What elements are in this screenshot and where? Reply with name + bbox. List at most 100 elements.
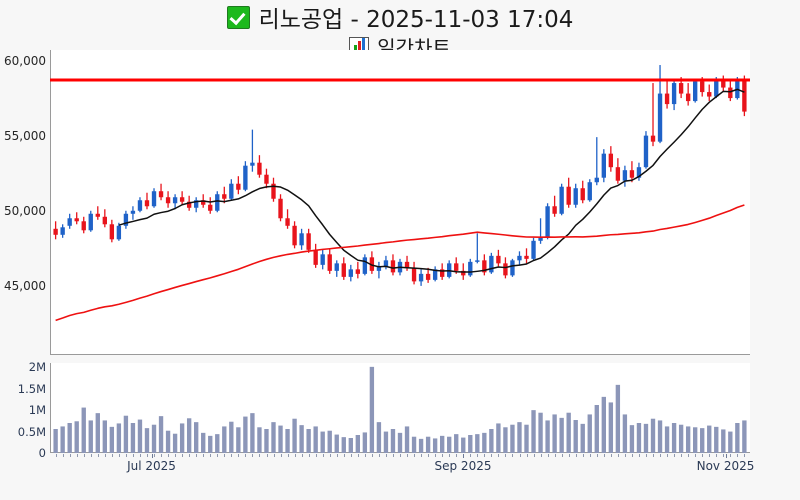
x-axis-minor-tickmark — [533, 454, 535, 457]
x-axis-minor-tickmark — [266, 454, 268, 457]
candlestick — [693, 78, 698, 103]
volume-bar — [299, 425, 304, 453]
volume-bar — [700, 428, 705, 453]
volume-bar — [222, 426, 227, 453]
volume-bar — [348, 438, 353, 453]
x-axis-minor-tickmark — [378, 454, 380, 457]
x-axis-minor-tickmark — [624, 454, 626, 457]
candlestick — [362, 254, 368, 276]
x-axis-minor-tickmark — [343, 454, 345, 457]
candlestick — [608, 146, 614, 172]
candlestick — [517, 251, 522, 265]
candlestick — [728, 80, 733, 102]
volume-bar — [165, 430, 171, 453]
volume-bar — [334, 434, 339, 453]
candlestick — [468, 258, 473, 277]
x-axis-minor-tickmark — [519, 454, 521, 457]
x-tick-label: Nov 2025 — [696, 459, 755, 473]
x-axis-minor-tickmark — [681, 454, 683, 457]
x-axis-minor-tickmark — [744, 454, 746, 457]
candlestick — [144, 192, 150, 210]
candlestick — [369, 251, 375, 274]
x-axis-minor-tickmark — [175, 454, 177, 457]
candlestick — [151, 188, 157, 208]
volume-bar — [306, 429, 311, 453]
x-axis-minor-tickmark — [97, 454, 99, 457]
candlestick — [320, 249, 325, 270]
candlestick — [664, 80, 670, 109]
candlestick — [165, 191, 171, 208]
candlestick — [116, 222, 122, 241]
candlestick — [88, 210, 93, 232]
price-tick-label: 55,000 — [4, 129, 46, 144]
candlestick — [594, 137, 599, 186]
volume-bar — [158, 416, 164, 453]
candlestick — [236, 176, 241, 195]
x-axis-minor-tickmark — [168, 454, 170, 457]
volume-bar — [707, 425, 712, 453]
candlestick — [376, 261, 382, 279]
volume-bar — [629, 425, 635, 453]
x-axis-minor-tickmark — [210, 454, 212, 457]
candlestick — [137, 197, 143, 213]
volume-bar — [53, 429, 58, 453]
candlestick — [707, 84, 712, 102]
candlestick — [390, 254, 396, 276]
x-axis-minor-tickmark — [280, 454, 282, 457]
volume-bar — [693, 427, 698, 453]
x-axis-minor-tickmark — [610, 454, 612, 457]
candlestick — [348, 264, 353, 282]
x-axis-minor-tickmark — [470, 454, 472, 457]
volume-bar — [292, 418, 297, 453]
volume-bar — [559, 417, 564, 453]
candlestick — [355, 261, 361, 279]
volume-bar — [116, 423, 122, 453]
volume-bar — [257, 427, 262, 453]
x-axis-minor-tickmark — [491, 454, 493, 457]
volume-bar — [615, 384, 621, 453]
candlestick — [53, 221, 58, 240]
x-axis-minor-tickmark — [442, 454, 444, 457]
volume-bar — [468, 435, 473, 453]
candlestick — [278, 194, 283, 222]
green-check-icon — [226, 5, 250, 29]
x-axis-minor-tickmark — [477, 454, 479, 457]
x-axis-minor-tickmark — [716, 454, 718, 457]
volume-bar — [524, 424, 529, 453]
volume-bar — [664, 426, 670, 453]
candlestick — [531, 237, 536, 261]
candlestick — [327, 248, 332, 274]
x-axis-minor-tickmark — [421, 454, 423, 457]
volume-bar — [376, 422, 382, 453]
volume-bar — [278, 425, 283, 453]
x-axis-minor-tickmark — [83, 454, 85, 457]
candlestick — [158, 183, 164, 201]
volume-bar — [552, 414, 557, 453]
volume-bar — [313, 426, 318, 453]
x-axis-minor-tickmark — [730, 454, 732, 457]
volume-bar — [742, 420, 747, 453]
volume-bar — [432, 438, 438, 453]
candlestick — [545, 203, 550, 240]
x-axis-minor-tickmark — [695, 454, 697, 457]
x-axis-minor-tickmark — [512, 454, 514, 457]
volume-bar — [489, 429, 494, 453]
volume-bar — [397, 432, 403, 453]
volume-bar — [650, 418, 656, 453]
x-tick-label: Jul 2025 — [127, 459, 176, 473]
volume-bar — [229, 421, 234, 453]
candlestick — [671, 78, 677, 111]
x-axis-minor-tickmark — [631, 454, 633, 457]
candlestick — [271, 177, 276, 202]
volume-bar — [643, 423, 649, 453]
candlestick — [102, 209, 107, 228]
x-axis-minor-tickmark — [322, 454, 324, 457]
candlestick — [622, 165, 628, 187]
x-axis-minor-tickmark — [189, 454, 191, 457]
volume-bar — [271, 422, 276, 453]
candlestick — [222, 186, 227, 204]
x-axis-minor-tickmark — [653, 454, 654, 457]
volume-bar — [123, 415, 129, 453]
volume-bar — [545, 420, 550, 453]
